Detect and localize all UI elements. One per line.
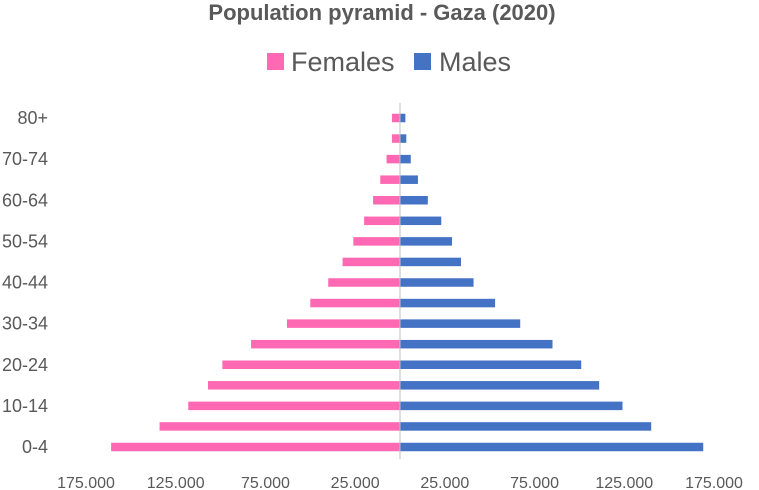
bar-males-45-49 — [400, 257, 462, 267]
bar-females-5-9 — [159, 422, 400, 431]
bar-males-15-19 — [400, 381, 600, 390]
legend-label-females: Females — [291, 47, 395, 77]
bar-females-65-69 — [380, 175, 400, 184]
category-label-0-4: 0-4 — [22, 437, 48, 457]
x-tick-label: 75.000 — [510, 475, 559, 490]
x-tick-label: 75.000 — [241, 475, 290, 490]
bar-females-70-74 — [386, 154, 400, 164]
x-axis-tick-labels: 175.000 125.000 75.000 25.000 25.000 75.000 12… — [57, 475, 743, 490]
x-tick-label: 25.000 — [331, 475, 380, 490]
bar-females-0-4 — [111, 442, 401, 452]
category-label-20-24: 20-24 — [2, 355, 48, 375]
legend-swatch-males — [414, 53, 431, 70]
bar-males-80+ — [400, 113, 406, 123]
bar-males-20-24 — [400, 360, 582, 369]
bar-males-35-39 — [400, 298, 496, 308]
category-label-60-64: 60-64 — [2, 190, 48, 210]
bar-males-10-14 — [400, 401, 623, 411]
bar-males-65-69 — [400, 175, 418, 184]
bar-females-80+ — [391, 113, 400, 123]
bar-females-75-79 — [391, 134, 400, 143]
legend-label-males: Males — [439, 47, 511, 77]
bar-females-45-49 — [342, 257, 400, 267]
bar-females-35-39 — [310, 298, 400, 308]
bar-males-25-29 — [400, 339, 553, 349]
bar-males-0-4 — [400, 442, 704, 452]
x-tick-label: 125.000 — [595, 475, 653, 490]
x-tick-label: 175.000 — [57, 475, 115, 490]
category-label-80+: 80+ — [17, 108, 48, 128]
x-tick-label: 125.000 — [147, 475, 205, 490]
bar-females-50-54 — [353, 237, 400, 246]
bar-males-70-74 — [400, 154, 411, 164]
bar-females-60-64 — [373, 196, 400, 205]
category-label-50-54: 50-54 — [2, 231, 48, 251]
legend-swatch-females — [267, 53, 284, 70]
bar-males-5-9 — [400, 422, 652, 431]
chart-title: Population pyramid - Gaza (2020) — [208, 0, 555, 25]
category-label-40-44: 40-44 — [2, 273, 48, 293]
bar-females-15-19 — [208, 381, 400, 390]
category-label-70-74: 70-74 — [2, 149, 48, 169]
bar-males-75-79 — [400, 134, 407, 143]
x-tick-label: 175.000 — [685, 475, 743, 490]
bars-group — [111, 113, 704, 452]
category-label-10-14: 10-14 — [2, 396, 48, 416]
category-label-30-34: 30-34 — [2, 314, 48, 334]
bar-males-30-34 — [400, 319, 521, 328]
bar-females-25-29 — [251, 339, 400, 349]
bar-females-40-44 — [328, 278, 400, 287]
bar-females-20-24 — [222, 360, 400, 369]
bar-males-55-59 — [400, 216, 442, 226]
bar-females-30-34 — [286, 319, 400, 328]
category-labels: 0-4 10-14 20-24 30-34 40-44 50-54 60-64 70-74 80… — [2, 108, 48, 457]
bar-males-50-54 — [400, 237, 453, 246]
bar-males-60-64 — [400, 196, 428, 205]
bar-females-55-59 — [364, 216, 400, 226]
x-tick-label: 25.000 — [420, 475, 469, 490]
bar-males-40-44 — [400, 278, 474, 287]
bar-females-10-14 — [188, 401, 400, 411]
legend: Females Males — [267, 47, 511, 77]
